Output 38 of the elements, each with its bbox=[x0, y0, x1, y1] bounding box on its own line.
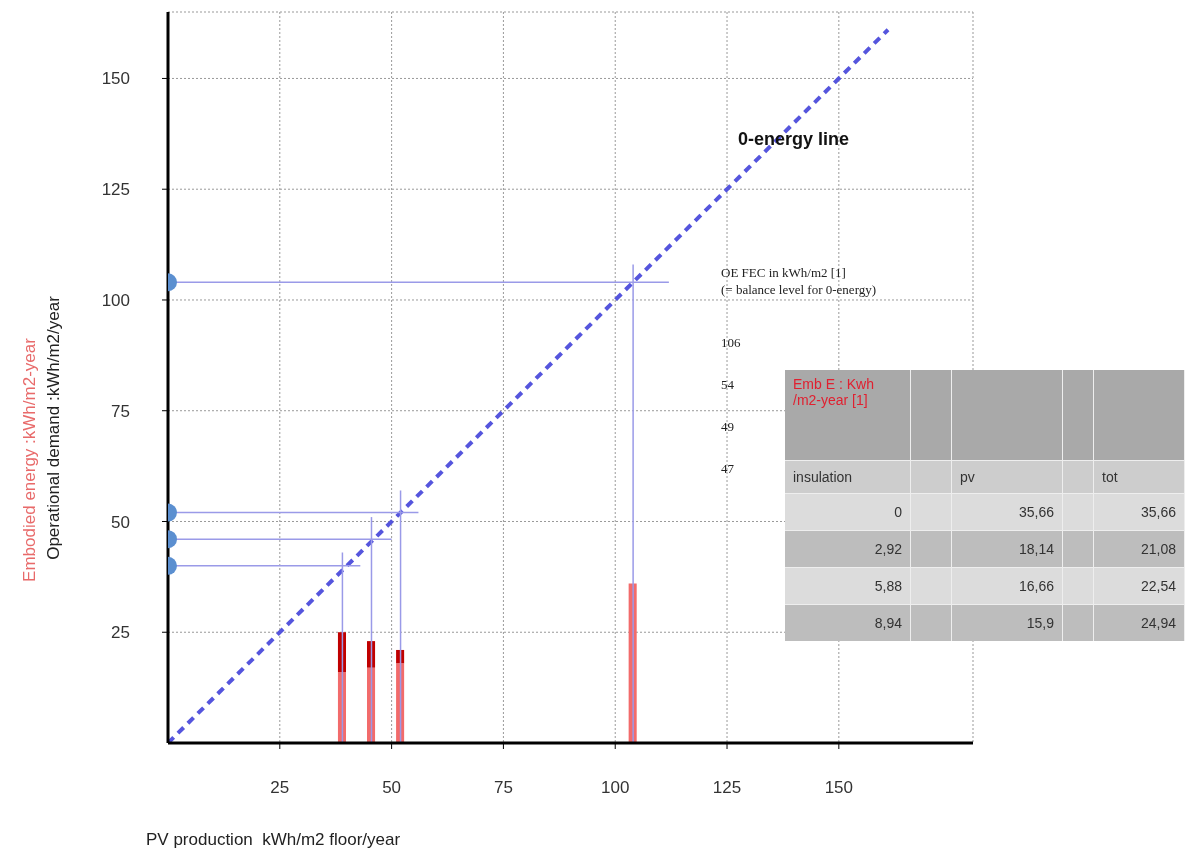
annotation: (= balance level for 0-energy) bbox=[721, 281, 877, 298]
x-tick-label: 75 bbox=[493, 778, 513, 798]
annotation: 49 bbox=[721, 418, 734, 435]
text: Embodied energy :kWh/m2-year bbox=[20, 338, 40, 582]
x-tick-label: 100 bbox=[601, 778, 630, 798]
annotation: 0 bbox=[785, 494, 910, 530]
text: Emb E : Kwh /m2-year [1] bbox=[785, 370, 910, 460]
text: 35,66 bbox=[952, 494, 1062, 530]
x-axis-title: PV production kWh/m2 floor/year bbox=[146, 830, 401, 850]
text: 24,94 bbox=[1094, 605, 1184, 641]
text: 22,54 bbox=[1094, 568, 1184, 604]
annotation: 54 bbox=[721, 376, 734, 393]
y-tick-label: 100 bbox=[101, 291, 130, 310]
annotation: 2,92 bbox=[785, 531, 910, 567]
annotation: OE FEC in kWh/m2 [1] bbox=[721, 264, 847, 281]
annotation: 8,94 bbox=[785, 605, 910, 641]
y-tick-label: 50 bbox=[111, 512, 130, 532]
annotation: 106 bbox=[721, 334, 741, 351]
text: 18,14 bbox=[952, 531, 1062, 567]
x-tick-label: 125 bbox=[712, 778, 742, 798]
annotation: 47 bbox=[721, 460, 734, 477]
text: 15,9 bbox=[952, 605, 1062, 641]
x-tick-label: 25 bbox=[270, 778, 290, 798]
x-tick-label: 50 bbox=[382, 778, 402, 798]
annotation: 5,88 bbox=[785, 568, 910, 604]
annotation: pv bbox=[952, 461, 1062, 493]
y-tick-label: 25 bbox=[111, 623, 130, 643]
series-label: 0-energy line bbox=[738, 128, 850, 149]
y-axis-title: Operational demand :kWh/m2/year bbox=[44, 296, 64, 560]
y-tick-label: 125 bbox=[101, 180, 130, 200]
annotation: insulation bbox=[785, 461, 910, 493]
text: 21,08 bbox=[1094, 531, 1184, 567]
y-tick-label: 75 bbox=[111, 401, 130, 421]
x-tick-label: 150 bbox=[824, 778, 854, 798]
text: 35,66 bbox=[1094, 494, 1184, 530]
text: 16,66 bbox=[952, 568, 1062, 604]
text: tot bbox=[1094, 461, 1184, 493]
y-tick-label: 150 bbox=[101, 69, 130, 89]
